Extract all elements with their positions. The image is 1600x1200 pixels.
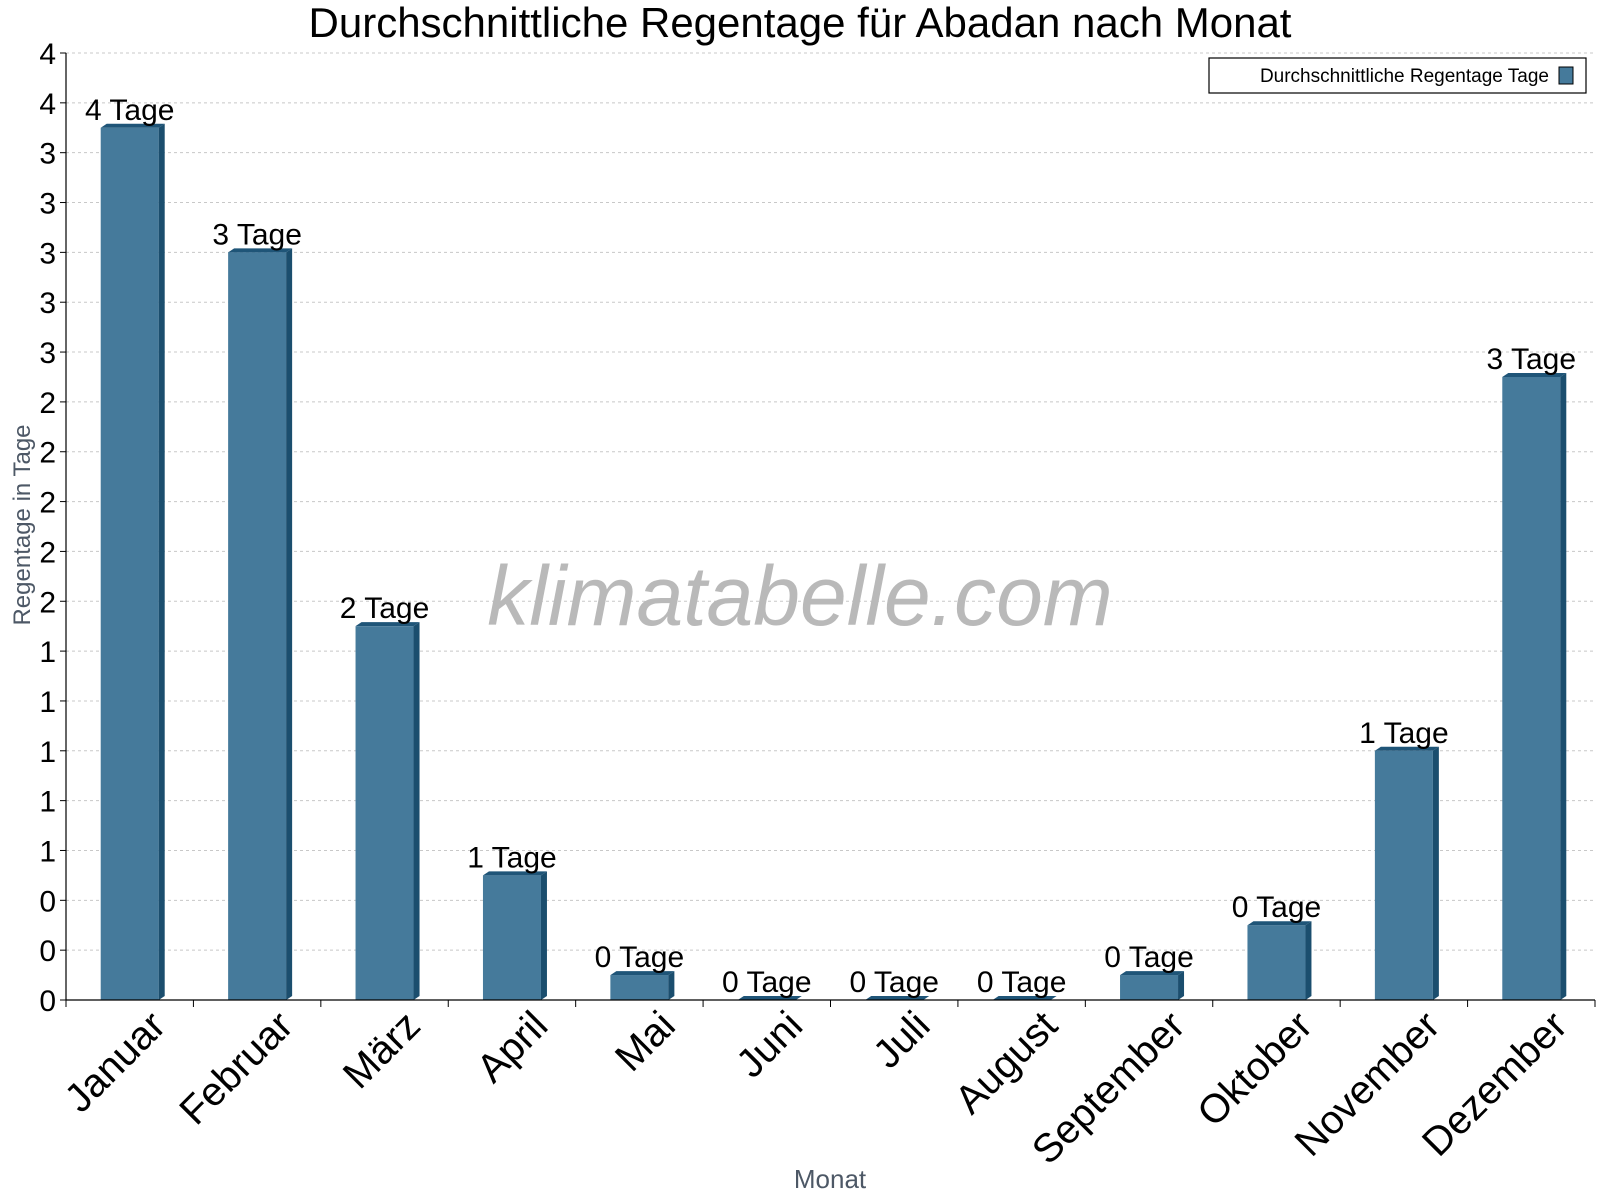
bar-side bbox=[413, 622, 420, 1000]
bar-side bbox=[1305, 921, 1312, 1000]
y-tick-label: 0 bbox=[39, 885, 56, 918]
y-tick-label: 3 bbox=[39, 337, 56, 370]
legend-box bbox=[1208, 57, 1587, 94]
data-label: 0 Tage bbox=[1232, 891, 1322, 924]
bar-top bbox=[610, 971, 675, 976]
bar bbox=[1120, 975, 1179, 1000]
y-tick-label: 4 bbox=[39, 88, 56, 121]
y-tick-label: 2 bbox=[39, 437, 56, 470]
data-labels: 4 Tage 3 Tage 2 Tage 1 Tage 0 Tage 0 Tage 0 Ta… bbox=[85, 94, 1576, 999]
bar-top bbox=[228, 248, 293, 253]
data-label: 3 Tage bbox=[1487, 343, 1577, 376]
watermark: klimatabelle.com bbox=[487, 549, 1113, 643]
data-label: 1 Tage bbox=[1359, 717, 1449, 750]
legend: Durchschnittliche Regentage Tage bbox=[1208, 57, 1587, 94]
legend-label: Durchschnittliche Regentage Tage bbox=[1260, 66, 1549, 87]
bars bbox=[100, 123, 1567, 1001]
bar-top bbox=[992, 996, 1057, 1000]
bar bbox=[100, 127, 159, 1000]
bar-top bbox=[1374, 746, 1439, 751]
bar bbox=[482, 875, 541, 1000]
y-tick-label: 0 bbox=[39, 985, 56, 1018]
bar bbox=[355, 626, 414, 1000]
bar-side bbox=[286, 248, 293, 1001]
y-tick-label: 2 bbox=[39, 387, 56, 420]
y-tick-label: 3 bbox=[39, 237, 56, 270]
bar-top bbox=[1502, 372, 1567, 377]
y-tick-label: 4 bbox=[39, 38, 56, 71]
bar-top bbox=[482, 871, 547, 876]
data-label: 0 Tage bbox=[1104, 941, 1194, 974]
y-tick-label: 1 bbox=[39, 786, 56, 819]
data-label: 0 Tage bbox=[849, 966, 939, 999]
bar bbox=[1502, 376, 1561, 1000]
bar bbox=[1374, 750, 1433, 1000]
legend-swatch bbox=[1558, 66, 1574, 85]
y-tick-label: 3 bbox=[39, 138, 56, 171]
data-label: 0 Tage bbox=[595, 941, 685, 974]
data-label: 4 Tage bbox=[85, 94, 175, 127]
bar-top bbox=[355, 622, 420, 627]
y-tick-label: 1 bbox=[39, 686, 56, 719]
y-tick-label: 3 bbox=[39, 287, 56, 320]
y-tick-label: 1 bbox=[39, 835, 56, 868]
chart-title: Durchschnittliche Regentage für Abadan n… bbox=[309, 0, 1292, 46]
gridlines bbox=[66, 52, 1595, 951]
bar bbox=[228, 252, 287, 1001]
bar-top bbox=[100, 123, 165, 128]
bar-side bbox=[158, 123, 165, 1000]
y-tick-label: 2 bbox=[39, 536, 56, 569]
data-label: 1 Tage bbox=[467, 841, 557, 874]
bar-side bbox=[1432, 746, 1439, 1000]
y-axis-title: Regentage in Tage bbox=[9, 424, 36, 625]
bar-side bbox=[668, 971, 675, 1000]
y-tick-label: 3 bbox=[39, 188, 56, 221]
y-tick-label: 1 bbox=[39, 736, 56, 769]
bar-top bbox=[1120, 971, 1185, 976]
x-axis-title: Monat bbox=[794, 1164, 867, 1194]
bar-side bbox=[540, 871, 547, 1000]
bar bbox=[1247, 925, 1306, 1000]
bar-top bbox=[737, 996, 802, 1000]
y-tick-label: 0 bbox=[39, 935, 56, 968]
y-tick-label: 2 bbox=[39, 487, 56, 520]
bar bbox=[610, 975, 669, 1000]
bar-side bbox=[1178, 971, 1185, 1000]
y-tick-label: 2 bbox=[39, 586, 56, 619]
y-tick-label: 1 bbox=[39, 636, 56, 669]
data-label: 0 Tage bbox=[722, 966, 812, 999]
bar-side bbox=[1560, 372, 1567, 1000]
data-label: 0 Tage bbox=[977, 966, 1067, 999]
bar-top bbox=[865, 996, 930, 1000]
data-label: 2 Tage bbox=[340, 592, 430, 625]
bar-top bbox=[1247, 921, 1312, 926]
data-label: 3 Tage bbox=[212, 218, 302, 251]
